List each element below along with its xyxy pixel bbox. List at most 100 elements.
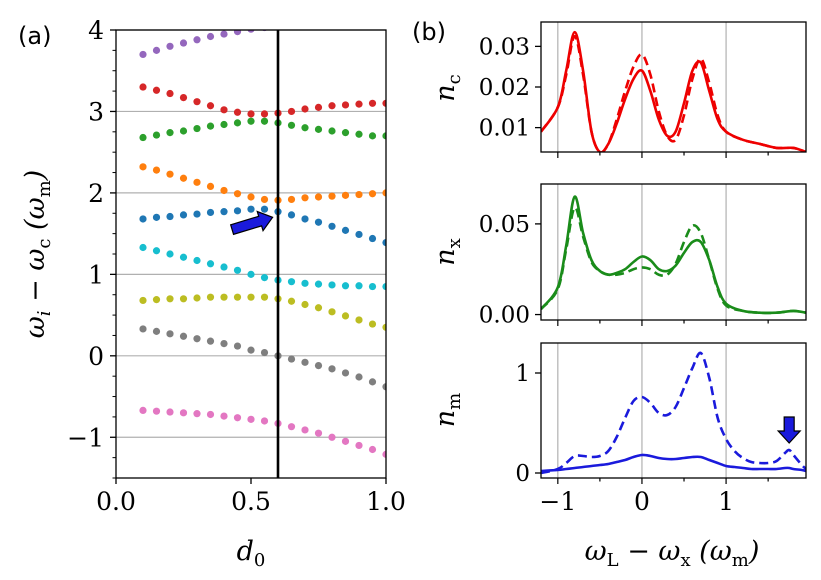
panel-a-point	[152, 247, 161, 255]
panel-a-point	[152, 327, 161, 335]
panel-a-point	[301, 300, 309, 309]
panel-label-a: (a)	[18, 22, 51, 50]
panel-a-point	[179, 253, 188, 261]
panel-a-point	[152, 407, 161, 415]
panel-a-point	[152, 296, 161, 304]
panel-a-point	[341, 101, 350, 109]
panel-a-point	[260, 117, 269, 125]
panel-a-point	[139, 296, 147, 305]
panel-a-point	[341, 226, 350, 234]
panel-a-point	[166, 330, 174, 338]
panel-a-point	[328, 16, 335, 23]
panel-a-point	[382, 99, 386, 107]
panel-a-point	[287, 297, 296, 305]
panel-a-point	[233, 190, 242, 198]
panel-a-point	[233, 108, 242, 116]
panel-a-point	[287, 121, 296, 129]
panel-a-point	[368, 320, 377, 328]
panel-a-point	[328, 308, 336, 316]
panel-label-b: (b)	[412, 18, 446, 46]
panel-a-xlabel: d0	[237, 536, 266, 571]
panel-a-point	[139, 133, 147, 142]
panel-a-point	[166, 89, 174, 98]
panel-a-ytick-label: −1	[67, 423, 104, 452]
panel-a-ylabel: ωi − ωc (ωm)	[20, 170, 55, 338]
panel-b-dashed-line	[541, 34, 806, 152]
panel-a-point	[341, 129, 350, 137]
panel-a-point	[287, 195, 296, 204]
panel-a-point	[206, 260, 215, 268]
panel-a-point	[220, 186, 228, 195]
panel-a-point	[233, 342, 242, 350]
panel-a-ytick-label: 4	[88, 16, 104, 45]
panel-a-point	[139, 50, 147, 59]
panel-b-xtick-label: 0	[634, 487, 650, 516]
panel-a-point	[233, 207, 242, 215]
panel-a-point	[220, 30, 228, 38]
panel-b-xlabel: ωL − ωx (ωm)	[585, 536, 760, 571]
panel-a-point	[193, 210, 201, 218]
panel-a-xtick-label: 0.0	[96, 487, 136, 516]
panel-a-point	[179, 211, 188, 219]
panel-a-point	[247, 205, 255, 213]
panel-a-point	[328, 127, 336, 135]
panel-a-point	[382, 238, 386, 247]
panel-a-point	[355, 130, 363, 138]
panel-a-point	[220, 208, 228, 216]
panel-a-point	[342, 14, 349, 21]
panel-b-top-frame	[540, 21, 807, 153]
panel-a-point	[247, 293, 255, 301]
panel-a-point	[382, 132, 386, 140]
panel-b-bottom-frame	[540, 342, 807, 479]
panel-a-point	[287, 423, 296, 431]
panel-a-point	[166, 408, 174, 416]
panel-b-top-chart: 0.01 0.02 0.03 nc	[430, 21, 807, 158]
panel-a-point	[301, 124, 309, 132]
panel-a-point	[355, 13, 362, 20]
panel-a-point	[368, 282, 377, 291]
panel-a-point	[247, 30, 255, 33]
panel-a-point	[328, 192, 336, 200]
panel-a-point	[368, 132, 377, 140]
panel-a-point	[233, 293, 242, 301]
panel-b-solid-line	[541, 30, 806, 152]
panel-a-ytick-label: 1	[88, 260, 104, 289]
panel-a-ytick-label: 2	[88, 179, 104, 208]
panel-a-point	[301, 215, 309, 223]
panel-b-xtick-label: 1	[718, 487, 734, 516]
panel-a-point	[260, 274, 269, 282]
panel-a-point	[179, 295, 188, 303]
panel-a-point	[314, 103, 323, 111]
panel-a-point	[274, 22, 281, 29]
panel-a-point	[301, 194, 309, 202]
panel-a-point	[179, 39, 188, 47]
panel-b-solid-line	[541, 195, 806, 315]
panel-b-bottom-chart: −1 0 1 0 1 nm ωL − ωx (ωm)	[430, 342, 807, 571]
panel-a-point	[193, 335, 201, 343]
panel-b-ytick-label: 0.02	[479, 75, 530, 101]
panel-b-arrow	[776, 416, 802, 444]
panel-b-dashed-line	[541, 206, 806, 315]
panel-b-ytick-label: 0.03	[479, 34, 530, 60]
panel-a-point	[341, 282, 350, 290]
panel-a-point	[220, 106, 228, 114]
panel-a-point	[341, 437, 350, 445]
panel-a-point	[314, 193, 323, 201]
panel-a-point	[314, 304, 323, 312]
panel-a-point	[382, 450, 386, 458]
panel-a-ytick-label: 0	[88, 342, 104, 371]
panel-a-point	[382, 383, 386, 391]
panel-a-point	[328, 433, 336, 441]
panel-a-point	[368, 99, 377, 107]
panel-a-point	[355, 190, 363, 199]
panel-a-point	[247, 346, 255, 354]
panel-a-ytick-label: 3	[88, 97, 104, 126]
panel-a-point	[368, 234, 377, 243]
panel-a-point	[206, 122, 215, 130]
panel-a-point	[193, 36, 201, 44]
panel-a-point	[247, 193, 255, 201]
panel-a-point	[355, 230, 363, 239]
panel-a-point	[206, 293, 215, 301]
panel-a-point	[260, 205, 269, 213]
